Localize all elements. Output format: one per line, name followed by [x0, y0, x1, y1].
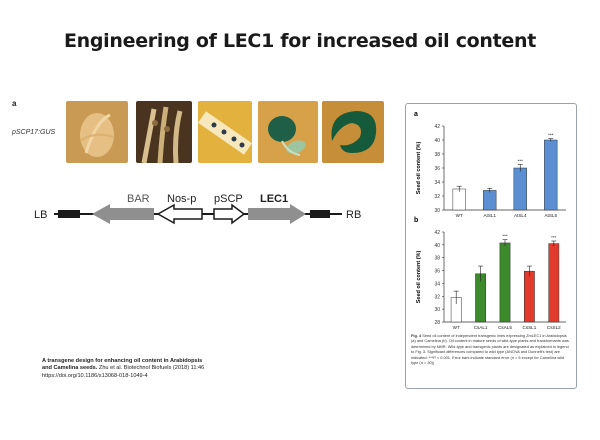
significance-AtSL4: *** [518, 159, 524, 164]
significance-AtSL5: *** [548, 133, 554, 138]
chart-panel-label-b: b [414, 217, 418, 224]
bar-AtSL1 [483, 190, 497, 211]
bar-WT [452, 188, 466, 211]
y-tick-label-b: 42 [434, 230, 440, 236]
y-tick-label-a: 40 [434, 138, 440, 144]
bar-label: BAR [127, 193, 150, 205]
figure-caption: Fig. 4 Seed oil content of independent t… [411, 333, 571, 365]
bar-arrow [92, 204, 154, 224]
rb-border-block [310, 210, 330, 218]
gus-photo-5 [322, 101, 384, 163]
oil-content-charts: a 30 32 34 36 38 40 42 Seed oil content (%) WT AtS… [414, 111, 566, 330]
y-tick-label-a: 38 [434, 152, 440, 158]
bar-CsAL5 [499, 242, 511, 323]
nos-p-arrow [156, 203, 203, 225]
figure-caption-label: Fig. 4 [411, 333, 422, 338]
pscp-label: pSCP [214, 193, 243, 205]
x-tick-label-WT: WT [456, 213, 463, 218]
x-tick-label-WT: WT [453, 325, 460, 330]
y-axis-title-a: Seed oil content (%) [416, 142, 422, 195]
lec1-arrow [248, 204, 306, 224]
y-tick-label-a: 32 [434, 194, 440, 200]
bar-CsSL2 [548, 243, 560, 323]
significance-CsSL2: *** [551, 235, 557, 240]
y-tick-label-b: 38 [434, 256, 440, 262]
caption-species: and Camelina seeds. [42, 365, 98, 372]
y-tick-label-b: 28 [434, 320, 440, 326]
y-tick-label-a: 42 [434, 124, 440, 130]
lec1-label: LEC1 [260, 193, 288, 205]
figure-caption-text: Seed oil content of independent transgen… [411, 333, 569, 366]
pscp-arrow [213, 203, 246, 225]
gus-photo-4 [258, 101, 318, 163]
x-tick-label-CsSL2: CsSL2 [547, 325, 561, 330]
bar-CsSL1 [524, 270, 535, 323]
x-tick-label-AtSL4: AtSL4 [514, 213, 527, 218]
y-tick-label-a: 30 [434, 208, 440, 214]
bar-AtSL5 [544, 139, 558, 211]
caption-line-1: A transgene design for enhancing oil con… [42, 358, 203, 364]
gus-photo-1 [66, 101, 128, 163]
y-tick-label-a: 34 [434, 180, 440, 186]
y-tick-label-a: 36 [434, 166, 440, 172]
caption-doi: https://doi.org/10.1186/s13068-018-1049-… [42, 372, 148, 379]
figure-4-panel: a 30 32 34 36 38 40 42 Seed oil content (%) WT AtS… [405, 103, 577, 389]
y-tick-label-b: 40 [434, 243, 440, 249]
significance-CsAL5: *** [502, 234, 508, 239]
x-tick-label-CsSL1: CsSL1 [523, 325, 537, 330]
caption-citation: Zhu et al. Biotechnol Biofuels (2018) 11… [97, 365, 205, 372]
gus-label: pSCP17:GUS [12, 129, 56, 136]
bar-AtSL4 [513, 167, 527, 211]
x-tick-label-AtSL5: AtSL5 [544, 213, 557, 218]
lb-label: LB [34, 209, 47, 221]
x-tick-label-CsAL5: CsAL5 [498, 325, 512, 330]
x-tick-label-CsAL1: CsAL1 [474, 325, 488, 330]
y-tick-label-b: 34 [434, 281, 440, 287]
chart-panel-label-a: a [414, 111, 418, 118]
rb-label: RB [346, 209, 361, 221]
nos-p-label: Nos-p [167, 193, 196, 205]
gus-photo-3 [198, 101, 252, 163]
panel-label-a: a [12, 99, 17, 108]
y-axis-title-b: Seed oil content (%) [416, 251, 422, 304]
y-tick-label-b: 30 [434, 307, 440, 313]
y-tick-label-b: 32 [434, 294, 440, 300]
x-tick-label-AtSL1: AtSL1 [483, 213, 496, 218]
slide-title: Engineering of LEC1 for increased oil co… [63, 30, 537, 52]
lb-border-block [58, 210, 80, 218]
slide-caption: A transgene design for enhancing oil con… [42, 358, 342, 380]
y-tick-label-b: 36 [434, 269, 440, 275]
caption-line-2: and Camelina seeds. Zhu et al. Biotechno… [42, 365, 342, 372]
gus-photo-2 [136, 101, 192, 163]
transgene-construct: LB BAR Nos-p pSCP LEC1 RB [34, 193, 361, 225]
